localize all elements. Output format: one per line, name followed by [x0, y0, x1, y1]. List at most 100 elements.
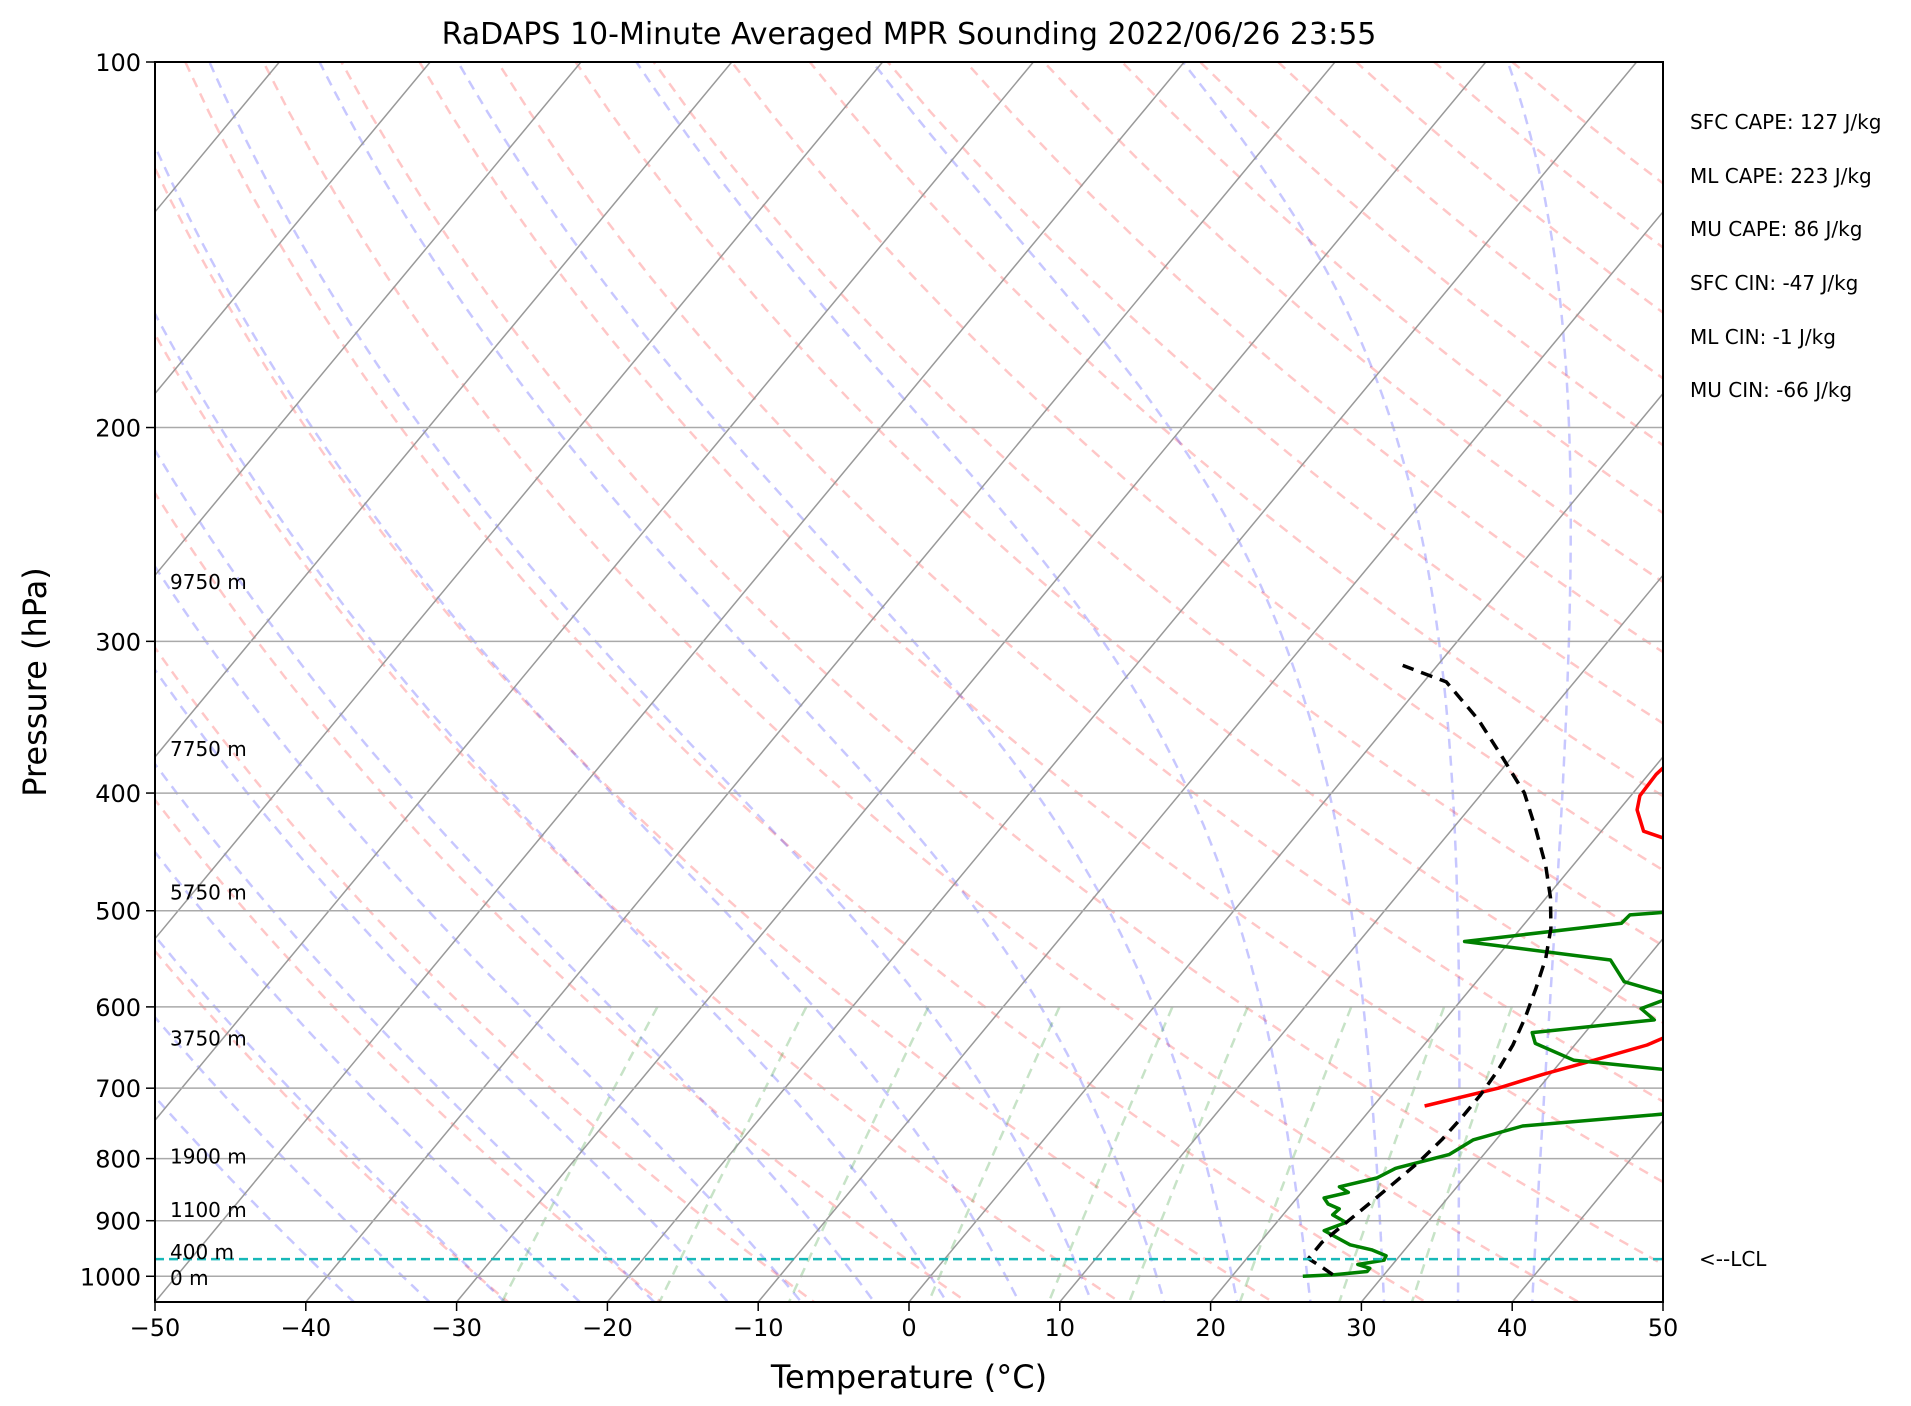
dry-adiabat [1511, 62, 1663, 185]
isotherm [155, 62, 1186, 1302]
dry-adiabat [155, 165, 1276, 1302]
parcel-profile [1306, 663, 1553, 1277]
moist-adiabat [155, 667, 730, 1302]
mixing-ratio-line [1238, 1006, 1353, 1302]
moist-adiabat [155, 311, 949, 1302]
height-labels: 9750 m 7750 m 5750 m 3750 m 1900 m 1100 m 400 … [170, 570, 247, 1290]
x-tick-label: 40 [1497, 1314, 1528, 1342]
dry-adiabat [184, 62, 1429, 1302]
plot-frame [154, 61, 1664, 1303]
height-label: 9750 m [170, 570, 247, 594]
moist-adiabat [1181, 62, 1461, 1302]
grid-lines [155, 6, 1911, 1326]
moist-adiabat [155, 1015, 432, 1302]
mixing-ratio-line [500, 1006, 659, 1302]
y-tick-label: 400 [95, 780, 141, 808]
chart-title: RaDAPS 10-Minute Averaged MPR Sounding 2… [442, 17, 1377, 52]
mixing-ratio-line [1127, 1006, 1249, 1302]
dry-adiabat [1277, 62, 1663, 380]
height-label: 1100 m [170, 1198, 247, 1222]
dry-adiabat [886, 62, 1663, 725]
isotherm [908, 392, 1663, 1302]
isotherm [1360, 937, 1663, 1302]
dry-adiabat [1199, 62, 1663, 447]
moist-adiabat [871, 62, 1386, 1302]
x-axis-ticks: −50 −40 −30 −20 −10 0 10 20 30 40 50 [130, 1302, 1679, 1342]
isotherm [155, 62, 1035, 1122]
x-tick-label: 10 [1045, 1314, 1076, 1342]
isotherm [1058, 574, 1663, 1302]
y-tick-label: 900 [95, 1208, 141, 1236]
isotherm [304, 62, 1336, 1302]
x-tick-label: −30 [431, 1314, 482, 1342]
temperature-profile [1424, 765, 1663, 1108]
mixing-ratio-line [1337, 1006, 1446, 1302]
isotherm [155, 62, 432, 395]
x-tick-label: −10 [733, 1314, 784, 1342]
mixing-ratio-line [658, 1006, 808, 1302]
moist-adiabat [155, 1095, 356, 1302]
mixing-ratio-line [787, 1006, 930, 1302]
dry-adiabat [496, 62, 1663, 1103]
dry-adiabat [418, 62, 1663, 1184]
index-sfc-cape: SFC CAPE: 127 J/kg [1690, 110, 1881, 134]
dry-adiabat [808, 62, 1663, 798]
y-axis-ticks: 100 200 300 400 500 600 700 800 900 1000 [80, 49, 155, 1291]
isotherm [757, 210, 1663, 1302]
dry-adiabat [652, 62, 1663, 948]
x-tick-label: −50 [130, 1314, 181, 1342]
sounding-profiles [1302, 663, 1663, 1279]
x-tick-label: 0 [901, 1314, 916, 1342]
index-sfc-cin: SFC CIN: -47 J/kg [1690, 271, 1858, 295]
y-tick-label: 1000 [80, 1263, 141, 1291]
y-tick-label: 300 [95, 628, 141, 656]
mixing-ratio-line [927, 1006, 1061, 1302]
isotherm [455, 62, 1487, 1302]
isotherm [606, 62, 1638, 1302]
background-lines [155, 62, 1663, 1302]
moist-adiabat [155, 934, 507, 1302]
mixing-ratio-line [1410, 1006, 1513, 1302]
x-tick-label: 30 [1346, 1314, 1377, 1342]
moist-adiabat [1506, 62, 1573, 1302]
x-tick-label: −40 [280, 1314, 331, 1342]
isotherm [1209, 755, 1663, 1302]
height-label: 5750 m [170, 880, 247, 904]
height-label: 400 m [170, 1240, 234, 1264]
isotherm [1511, 1119, 1663, 1302]
isotherm [155, 62, 733, 759]
moist-adiabat [155, 447, 876, 1302]
height-label: 3750 m [170, 1026, 247, 1050]
dry-adiabat [1355, 62, 1663, 315]
dry-adiabat [155, 490, 970, 1302]
y-tick-label: 200 [95, 415, 141, 443]
dewpoint-profile [1302, 910, 1663, 1279]
x-tick-label: −20 [582, 1314, 633, 1342]
index-mu-cape: MU CAPE: 86 J/kg [1690, 217, 1862, 241]
index-ml-cin: ML CIN: -1 J/kg [1690, 325, 1836, 349]
y-axis-label: Pressure (hPa) [16, 567, 54, 797]
dry-adiabat [155, 331, 1123, 1302]
isotherm [1793, 6, 1911, 1326]
stability-indices: SFC CAPE: 127 J/kg ML CAPE: 223 J/kg MU … [1690, 110, 1881, 402]
dry-adiabat [1042, 62, 1663, 584]
moist-adiabat [155, 564, 803, 1302]
isotherm [1662, 1300, 1663, 1302]
x-tick-label: 20 [1195, 1314, 1226, 1342]
moist-adiabat [155, 761, 656, 1302]
height-label: 7750 m [170, 737, 247, 761]
y-tick-label: 800 [95, 1146, 141, 1174]
height-label: 0 m [170, 1266, 209, 1290]
x-tick-label: 50 [1648, 1314, 1679, 1342]
isotherm [155, 62, 582, 577]
dry-adiabat [1433, 62, 1663, 250]
dry-adiabat [1121, 62, 1663, 515]
y-tick-label: 500 [95, 898, 141, 926]
mixing-ratio-line [1047, 1006, 1174, 1302]
index-ml-cape: ML CAPE: 223 J/kg [1690, 164, 1872, 188]
isotherm [155, 62, 884, 940]
dry-adiabat [340, 62, 1663, 1266]
height-label: 1900 m [170, 1145, 247, 1169]
index-mu-cin: MU CIN: -66 J/kg [1690, 378, 1852, 402]
